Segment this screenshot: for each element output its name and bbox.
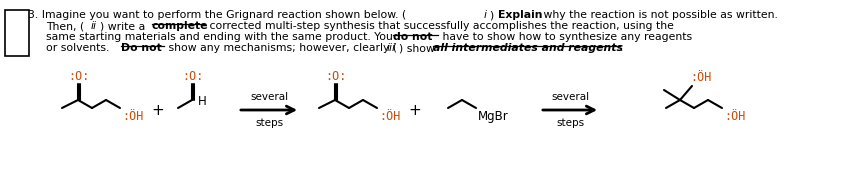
Text: :O:: :O:: [182, 70, 204, 83]
Text: several: several: [550, 92, 589, 102]
Text: ) show: ) show: [398, 43, 438, 53]
Text: Explain: Explain: [497, 10, 542, 20]
Text: ): ): [490, 10, 497, 20]
Text: why the reaction is not possible as written.: why the reaction is not possible as writ…: [539, 10, 777, 20]
Text: Do not: Do not: [121, 43, 161, 53]
Text: complete: complete: [152, 21, 208, 31]
Text: :ÖH: :ÖH: [689, 71, 711, 84]
Text: all intermediates and reagents: all intermediates and reagents: [432, 43, 623, 53]
Text: or solvents.: or solvents.: [46, 43, 113, 53]
Text: ii: ii: [91, 21, 97, 31]
Text: show any mechanisms; however, clearly (: show any mechanisms; however, clearly (: [165, 43, 397, 53]
FancyBboxPatch shape: [5, 10, 29, 56]
Text: i: i: [484, 10, 486, 20]
Text: H: H: [198, 94, 206, 108]
Text: MgBr: MgBr: [478, 110, 508, 123]
Text: several: several: [250, 92, 287, 102]
Text: :ÖH: :ÖH: [379, 110, 400, 123]
Text: iii: iii: [386, 43, 396, 53]
Text: :O:: :O:: [68, 70, 90, 83]
Text: :ÖH: :ÖH: [723, 110, 745, 123]
Text: Then, (: Then, (: [46, 21, 84, 31]
Text: +: +: [152, 103, 164, 117]
Text: same starting materials and ending with the same product. You: same starting materials and ending with …: [46, 32, 396, 42]
Text: do not: do not: [392, 32, 432, 42]
Text: :O:: :O:: [325, 70, 346, 83]
Text: :ÖH: :ÖH: [122, 110, 143, 123]
Text: steps: steps: [555, 118, 583, 128]
Text: +: +: [408, 103, 421, 117]
Text: have to show how to synthesize any reagents: have to show how to synthesize any reage…: [438, 32, 691, 42]
Text: corrected multi-step synthesis that successfully accomplishes the reaction, usin: corrected multi-step synthesis that succ…: [206, 21, 673, 31]
Text: steps: steps: [255, 118, 282, 128]
Text: ) write a: ) write a: [100, 21, 148, 31]
Text: .: .: [619, 43, 623, 53]
Text: 3. Imagine you want to perform the Grignard reaction shown below. (: 3. Imagine you want to perform the Grign…: [28, 10, 406, 20]
